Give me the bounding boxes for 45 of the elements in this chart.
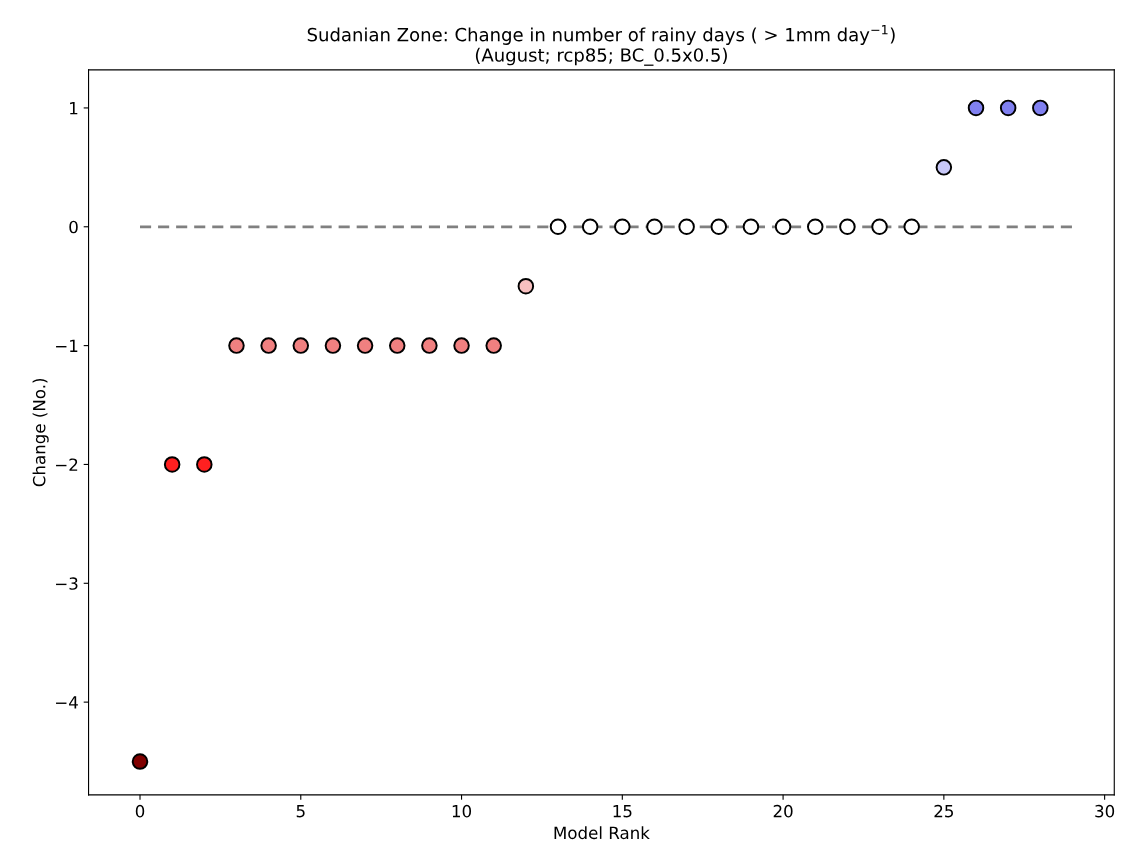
x-tick-label: 25 xyxy=(934,804,954,818)
point xyxy=(614,218,631,236)
point xyxy=(388,337,406,354)
point xyxy=(196,456,213,473)
point xyxy=(485,337,502,354)
point xyxy=(453,337,470,354)
point xyxy=(935,159,953,176)
point xyxy=(839,218,856,236)
point xyxy=(292,337,310,354)
point xyxy=(967,99,985,117)
point xyxy=(163,456,181,473)
point xyxy=(517,277,535,295)
x-axis-title: Model Rank xyxy=(554,826,650,840)
x-tick-label: 0 xyxy=(135,804,145,818)
point xyxy=(999,99,1017,117)
point xyxy=(903,218,920,236)
point xyxy=(549,218,567,236)
x-tick-label: 10 xyxy=(452,804,472,818)
point xyxy=(871,218,888,236)
x-tick-label: 5 xyxy=(296,805,305,818)
point xyxy=(646,218,663,236)
point xyxy=(131,753,149,770)
y-tick-label: −1 xyxy=(56,339,78,352)
point xyxy=(581,218,599,236)
point xyxy=(678,218,695,236)
chart-title: Sudanian Zone: Change in number of rainy days ( > 1mm day$^{−1}$) (August; rcp85; BC_0.5x0.5) xyxy=(307,25,895,66)
point xyxy=(1032,99,1049,117)
y-tick-label: −4 xyxy=(56,696,78,709)
y-axis-title: Change (No.) xyxy=(32,378,49,487)
point xyxy=(774,218,792,236)
x-tick-label: 20 xyxy=(773,804,793,818)
point xyxy=(324,337,342,354)
point xyxy=(356,337,374,354)
point xyxy=(806,218,824,236)
x-tick-label: 15 xyxy=(613,805,632,818)
point xyxy=(710,218,728,236)
y-tick-label: 0 xyxy=(69,220,78,234)
point xyxy=(228,337,245,354)
point xyxy=(742,218,760,236)
point xyxy=(421,337,438,354)
y-tick-label: −2 xyxy=(56,458,78,471)
x-tick-label: 30 xyxy=(1095,804,1115,818)
y-tick-label: 1 xyxy=(70,102,78,115)
y-tick-label: −3 xyxy=(56,577,78,590)
point xyxy=(260,337,277,354)
